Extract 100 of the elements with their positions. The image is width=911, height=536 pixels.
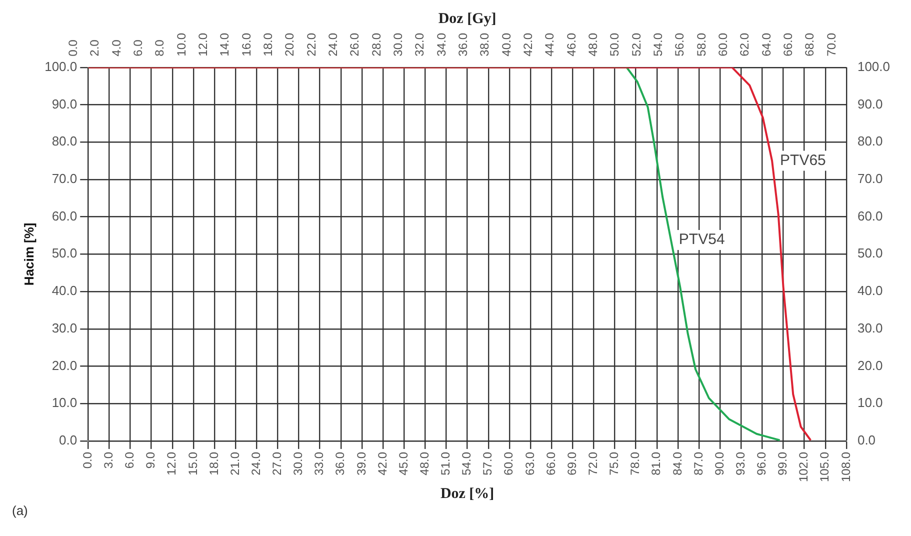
x-tick-label: 108.0 — [838, 452, 853, 482]
x-tick-label: 90.0 — [712, 452, 726, 476]
y2-tick-label: 50.0 — [857, 246, 883, 261]
y-tick-label: 60.0 — [52, 208, 78, 224]
x2-tick-label: 34.0 — [434, 32, 448, 56]
x2-tick-label: 30.0 — [391, 32, 406, 56]
x2-tick-label: 24.0 — [326, 32, 340, 56]
x2-tick-label: 66.0 — [781, 32, 796, 56]
x2-tick-label: 42.0 — [521, 32, 536, 56]
series-label: PTV54 — [678, 231, 725, 248]
y2-tick-label: 20.0 — [857, 358, 883, 373]
x-tick-label: 24.0 — [248, 452, 263, 476]
x2-tick-label: 14.0 — [218, 32, 232, 56]
x2-tick-label: 36.0 — [456, 32, 470, 56]
x-tick-label: 3.0 — [102, 452, 116, 469]
x2-tick-label: 54.0 — [651, 32, 666, 56]
y2-tick-label: 0.0 — [857, 432, 876, 448]
x2-tick-label: 44.0 — [542, 32, 557, 56]
text: (a) — [12, 503, 29, 518]
x-tick-label: 48.0 — [417, 452, 432, 476]
y2-tick-label: 70.0 — [857, 171, 883, 186]
x-tick-label: 9.0 — [144, 452, 158, 469]
x2-tick-label: 58.0 — [694, 32, 708, 56]
x-tick-label: 30.0 — [291, 452, 306, 476]
y-tick-label: 10.0 — [52, 395, 78, 410]
x2-tick-label: 28.0 — [369, 32, 384, 56]
x-tick-label: 27.0 — [270, 452, 284, 476]
x2-tick-label: 10.0 — [174, 32, 188, 56]
x-tick-label: 96.0 — [754, 452, 769, 476]
x-tick-label: 84.0 — [670, 452, 684, 476]
y-tick-label: 100.0 — [44, 58, 78, 74]
x2-tick-label: 16.0 — [239, 32, 254, 56]
x-tick-label: 0.0 — [80, 452, 94, 469]
y2-tick-label: 90.0 — [857, 96, 883, 112]
x-tick-label: 39.0 — [354, 452, 368, 476]
x2-tick-label: 50.0 — [608, 32, 622, 56]
series-label: PTV65 — [780, 152, 826, 169]
x2-tick-label: 18.0 — [261, 32, 276, 56]
x2-tick-label: 70.0 — [824, 32, 838, 56]
x-tick-label: 72.0 — [586, 452, 600, 476]
y-tick-label: 20.0 — [52, 358, 78, 373]
x-tick-label: 6.0 — [122, 452, 137, 469]
y2-tick-label: 40.0 — [857, 283, 883, 298]
x-tick-label: 36.0 — [333, 452, 348, 476]
y-tick-label: 70.0 — [52, 171, 78, 186]
x2-tick-label: 4.0 — [109, 39, 124, 56]
y-tick-label: 50.0 — [52, 246, 78, 261]
x-tick-label: 60.0 — [502, 452, 516, 476]
x2-tick-label: 56.0 — [672, 32, 687, 56]
x-tick-label: 105.0 — [818, 452, 832, 482]
x-tick-label: 102.0 — [796, 452, 811, 482]
x2-tick-label: 46.0 — [564, 32, 578, 56]
x-tick-label: 75.0 — [607, 452, 622, 476]
x2-tick-label: 22.0 — [304, 32, 318, 56]
x-tick-label: 45.0 — [396, 452, 410, 476]
x-tick-label: 12.0 — [164, 452, 179, 476]
x2-tick-label: 52.0 — [629, 32, 644, 56]
x-tick-label: 21.0 — [228, 452, 242, 476]
x-tick-label: 78.0 — [628, 452, 642, 476]
x2-tick-label: 32.0 — [412, 32, 427, 56]
x-tick-label: 99.0 — [776, 452, 790, 476]
y-tick-label: 0.0 — [59, 432, 78, 448]
x2-tick-label: 20.0 — [282, 32, 297, 56]
y2-tick-label: 10.0 — [857, 395, 883, 410]
x2-tick-label: 38.0 — [478, 32, 492, 56]
x-tick-label: 93.0 — [733, 452, 748, 476]
x2-tick-label: 12.0 — [196, 32, 210, 56]
x-tick-label: 69.0 — [564, 452, 579, 476]
y-tick-label: 90.0 — [52, 96, 78, 112]
x-tick-label: 54.0 — [460, 452, 474, 476]
x2-tick-label: 64.0 — [759, 32, 774, 56]
x2-tick-label: 60.0 — [716, 32, 730, 56]
y-axis-title: Hacim [%] — [21, 222, 36, 286]
y-tick-label: 80.0 — [52, 134, 78, 149]
x-tick-label: 18.0 — [206, 452, 221, 476]
y-tick-label: 40.0 — [52, 283, 78, 298]
x2-tick-label: 2.0 — [88, 39, 102, 56]
x-tick-label: 51.0 — [438, 452, 453, 476]
x-tick-label: 87.0 — [691, 452, 706, 476]
x-tick-label: 57.0 — [480, 452, 495, 476]
x2-tick-label: 40.0 — [499, 32, 514, 56]
x2-tick-label: 48.0 — [586, 32, 600, 56]
x-tick-label: 63.0 — [522, 452, 537, 476]
x2-tick-label: 6.0 — [131, 39, 146, 56]
x2-axis-title: Doz [Gy] — [438, 10, 496, 27]
x-tick-label: 81.0 — [649, 452, 664, 476]
x-tick-label: 42.0 — [375, 452, 390, 476]
x-tick-label: 33.0 — [312, 452, 326, 476]
x2-tick-label: 8.0 — [152, 39, 167, 56]
x-tick-label: 15.0 — [186, 452, 200, 476]
x2-tick-label: 62.0 — [738, 32, 752, 56]
y2-tick-label: 80.0 — [857, 134, 883, 149]
y2-tick-label: 60.0 — [857, 208, 883, 224]
y-tick-label: 30.0 — [52, 320, 78, 336]
x-axis-title: Doz [%] — [440, 486, 494, 502]
x-tick-label: 66.0 — [544, 452, 558, 476]
y2-tick-label: 100.0 — [857, 58, 890, 74]
x2-tick-label: 26.0 — [348, 32, 362, 56]
y2-tick-label: 30.0 — [857, 320, 883, 336]
x2-tick-label: 68.0 — [802, 32, 817, 56]
